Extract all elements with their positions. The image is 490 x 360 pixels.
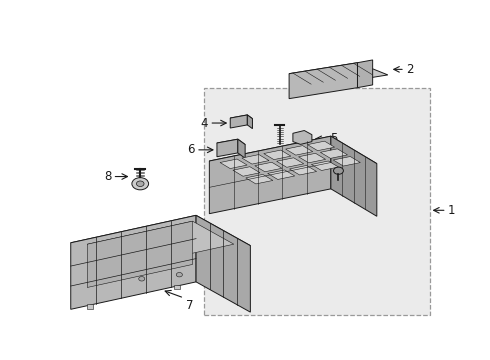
- Polygon shape: [209, 136, 331, 214]
- Polygon shape: [268, 170, 295, 179]
- Polygon shape: [217, 139, 238, 157]
- Polygon shape: [293, 131, 312, 144]
- Bar: [87, 304, 93, 309]
- Circle shape: [136, 181, 144, 186]
- Text: 7: 7: [186, 300, 194, 312]
- Polygon shape: [246, 174, 273, 184]
- Circle shape: [132, 177, 148, 190]
- Text: 4: 4: [201, 117, 208, 130]
- Polygon shape: [255, 162, 282, 172]
- Text: 3: 3: [361, 164, 368, 177]
- Polygon shape: [320, 149, 347, 158]
- Polygon shape: [230, 115, 252, 122]
- Polygon shape: [233, 167, 260, 176]
- Polygon shape: [238, 139, 245, 158]
- Polygon shape: [331, 136, 377, 216]
- Polygon shape: [289, 63, 388, 86]
- Text: 6: 6: [187, 143, 195, 156]
- Polygon shape: [230, 115, 247, 128]
- Bar: [204, 87, 430, 315]
- Polygon shape: [290, 166, 317, 175]
- Bar: [174, 285, 180, 289]
- Polygon shape: [311, 161, 339, 171]
- Text: 2: 2: [406, 63, 414, 76]
- Polygon shape: [71, 215, 196, 309]
- Polygon shape: [71, 215, 250, 273]
- Polygon shape: [289, 63, 358, 99]
- Polygon shape: [308, 141, 335, 151]
- Circle shape: [139, 276, 145, 281]
- Polygon shape: [87, 221, 193, 288]
- Polygon shape: [242, 154, 269, 164]
- Polygon shape: [220, 159, 247, 168]
- Polygon shape: [277, 158, 304, 167]
- Polygon shape: [87, 221, 234, 267]
- Text: 8: 8: [104, 170, 111, 183]
- Circle shape: [334, 167, 343, 174]
- Polygon shape: [358, 60, 373, 88]
- Polygon shape: [196, 215, 250, 312]
- Text: 1: 1: [448, 204, 455, 217]
- Polygon shape: [209, 136, 377, 188]
- Polygon shape: [333, 157, 360, 166]
- Circle shape: [176, 273, 182, 277]
- Polygon shape: [264, 150, 291, 159]
- Polygon shape: [217, 139, 245, 148]
- Polygon shape: [298, 153, 326, 163]
- Polygon shape: [286, 146, 313, 155]
- Polygon shape: [247, 115, 252, 129]
- Text: 5: 5: [330, 132, 338, 145]
